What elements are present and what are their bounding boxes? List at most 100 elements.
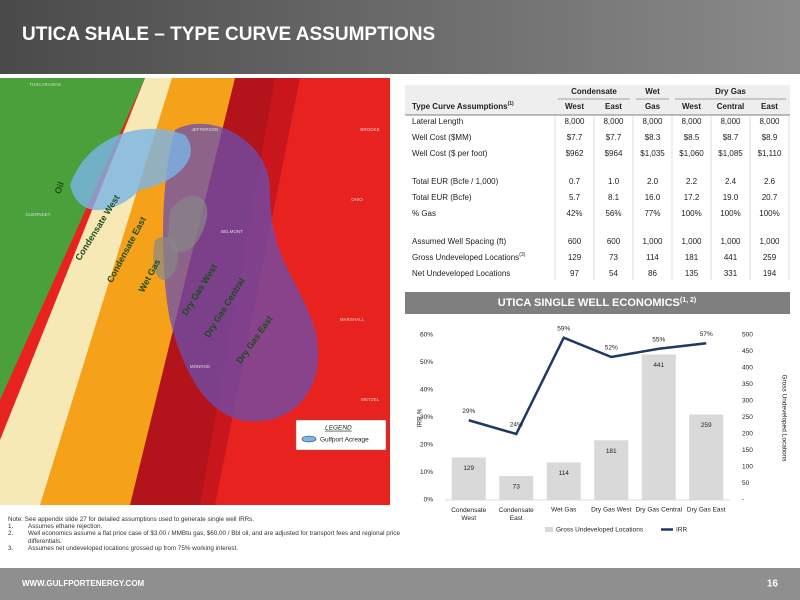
- bar-label: 259: [701, 422, 712, 429]
- x-tick-label: Dry Gas East: [687, 507, 726, 514]
- x-tick-word: East: [510, 515, 523, 522]
- bar: [594, 440, 629, 500]
- x-tick-word: Condensate: [499, 507, 534, 514]
- county-label: WETZEL: [361, 397, 380, 402]
- table-title-text: Type Curve Assumptions: [412, 102, 508, 111]
- y-tick-label: 0%: [424, 497, 434, 504]
- table-group: Condensate: [571, 87, 617, 96]
- bar-label: 181: [606, 448, 617, 455]
- map-legend: [295, 419, 387, 451]
- note-num: 3.: [8, 544, 14, 552]
- y2-tick-label: 50: [742, 480, 750, 487]
- table-cell: 54: [609, 269, 618, 278]
- y2-tick-label: 100: [742, 464, 753, 471]
- table-cell: $8.3: [645, 133, 661, 142]
- zone-label: Oil: [53, 180, 67, 195]
- y2-tick-label: 300: [742, 398, 753, 405]
- table-cell: 17.2: [684, 193, 700, 202]
- note-num: 2.: [8, 530, 14, 538]
- row-label: Gross Undeveloped Locations(3): [412, 252, 526, 262]
- irr-line: [468, 336, 707, 436]
- y-tick-label: 30%: [420, 414, 433, 421]
- row-label-text: Gross Undeveloped Locations: [412, 253, 519, 262]
- footer-url: WWW.GULFPORTENERGY.COM: [22, 579, 145, 588]
- acreage-condensate: [70, 128, 191, 211]
- table-cell: 8.1: [608, 193, 620, 202]
- legend-swatch: [301, 435, 317, 443]
- line-label: 59%: [557, 325, 570, 332]
- table-cell: 5.7: [569, 193, 581, 202]
- table-column: East: [761, 102, 778, 111]
- slide-title: UTICA SHALE – TYPE CURVE ASSUMPTIONS: [22, 24, 435, 45]
- table-cell: 129: [568, 253, 582, 262]
- table-cell: 259: [763, 253, 777, 262]
- row-label: Well Cost ($ per foot): [412, 149, 488, 158]
- line-label: 24%: [510, 422, 523, 429]
- bar-label: 129: [463, 465, 474, 472]
- table-header-bg: [405, 85, 790, 115]
- acreage-wet: [168, 195, 208, 252]
- county-label: OHIO: [351, 197, 363, 202]
- row-label-text: Well Cost ($ per foot): [412, 149, 488, 158]
- table-cell: 600: [568, 237, 582, 246]
- bar-label: 114: [559, 470, 570, 477]
- x-tick-word: West: [461, 515, 476, 522]
- notes: Note: See appendix slide 27 for detailed…: [8, 516, 408, 552]
- table-cell: 2.6: [764, 177, 776, 186]
- bar: [689, 414, 724, 500]
- legend-title: LEGEND: [325, 425, 352, 432]
- county-label: TUSCARAWAS: [29, 82, 60, 87]
- table-cell: 8,000: [759, 117, 780, 126]
- table-group: Dry Gas: [715, 87, 746, 96]
- table-cell: 1,000: [642, 237, 663, 246]
- y-tick-label: 20%: [420, 442, 433, 449]
- county-label: BROOKE: [360, 127, 379, 132]
- table-title: Type Curve Assumptions(1): [412, 101, 514, 111]
- county-label: BELMONT: [221, 229, 243, 234]
- note-num: 1.: [8, 523, 14, 531]
- chart-title-band: [405, 292, 790, 314]
- table-cell: 2.2: [686, 177, 698, 186]
- table-cell: 2.4: [725, 177, 737, 186]
- x-tick-label: Wet Gas: [551, 507, 577, 514]
- table-cell: 1.0: [608, 177, 620, 186]
- table-group: Wet: [645, 87, 660, 96]
- table-cell: $8.7: [723, 133, 739, 142]
- table-cell: 194: [763, 269, 777, 278]
- table-cell: 8,000: [720, 117, 741, 126]
- table-cell: $7.7: [606, 133, 622, 142]
- table-cell: $1,085: [718, 149, 743, 158]
- line-label: 52%: [605, 345, 618, 352]
- table-cell: 8,000: [603, 117, 624, 126]
- table-cell: 86: [648, 269, 657, 278]
- row-label: % Gas: [412, 209, 436, 218]
- row-label-text: Well Cost ($MM): [412, 133, 472, 142]
- county-label: GUERNSEY: [25, 212, 50, 217]
- row-label: Well Cost ($MM): [412, 133, 472, 142]
- row-label-text: Lateral Length: [412, 117, 463, 126]
- bar: [451, 457, 486, 500]
- table-cell: 1,000: [759, 237, 780, 246]
- table-column: East: [605, 102, 622, 111]
- row-label-text: Total EUR (Bcfe): [412, 193, 472, 202]
- table-cell: 42%: [566, 209, 582, 218]
- table-cell: 100%: [759, 209, 779, 218]
- y-tick-label: 10%: [420, 469, 433, 476]
- table-cell: 1,000: [720, 237, 741, 246]
- note-text: Well economics assume a flat price case …: [28, 530, 400, 545]
- y-axis-label: IRR %: [417, 408, 424, 427]
- line-label: 57%: [700, 331, 713, 338]
- y2-tick-label: 450: [742, 348, 753, 355]
- y-tick-label: 50%: [420, 359, 433, 366]
- table-cell: 331: [724, 269, 738, 278]
- table-cell: $964: [605, 149, 623, 158]
- row-label: Lateral Length: [412, 117, 463, 126]
- footer-band: [0, 568, 800, 600]
- y2-axis-label: Gross Undeveloped Locations: [780, 374, 787, 462]
- county-label: JEFFERSON: [192, 127, 219, 132]
- table-cell: 441: [724, 253, 738, 262]
- table-cell: 0.7: [569, 177, 581, 186]
- note-item: 3. Assumes net undeveloped locations gros…: [8, 545, 408, 552]
- row-label: Total EUR (Bcfe / 1,000): [412, 177, 499, 186]
